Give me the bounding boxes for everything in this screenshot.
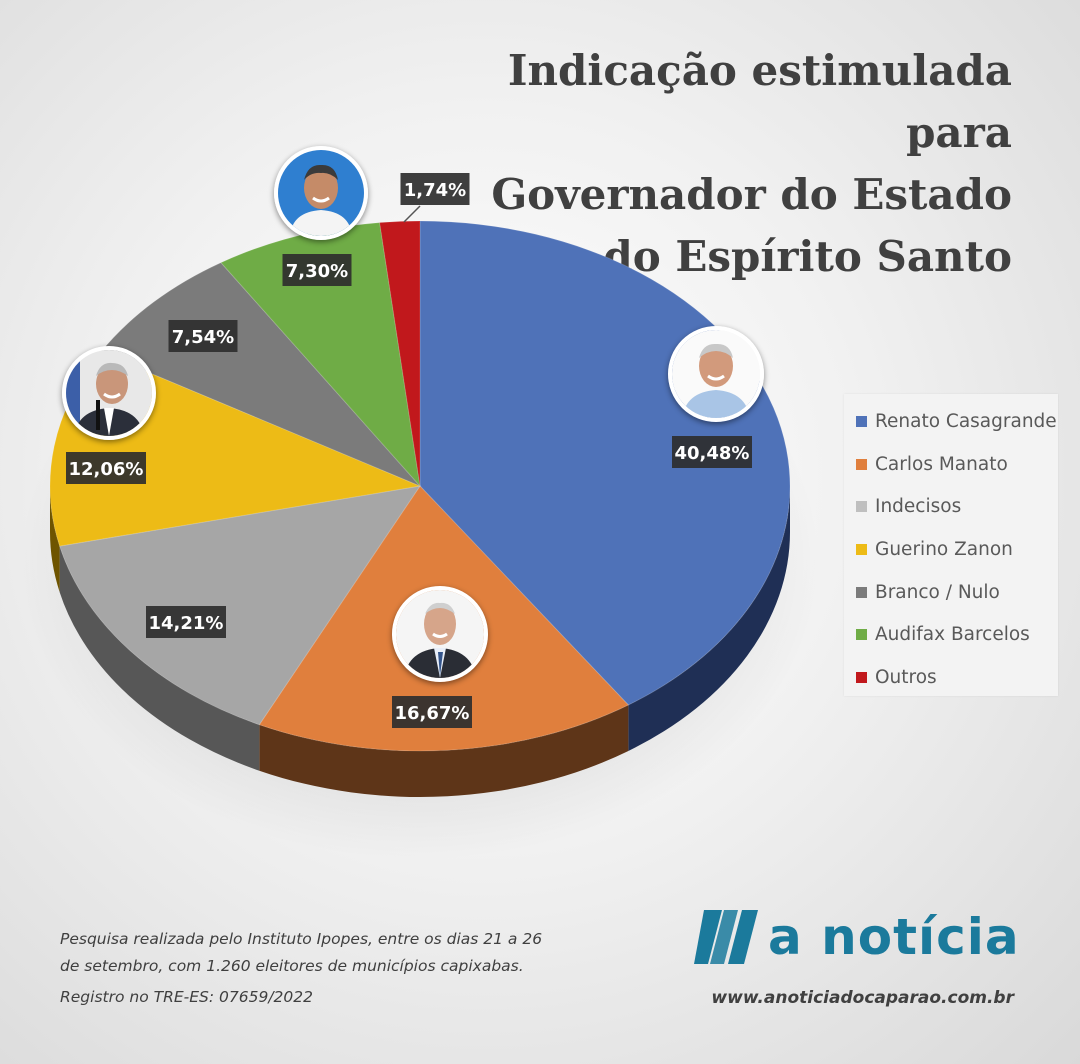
- data-label: 16,67%: [395, 703, 470, 724]
- legend-label: Indecisos: [875, 496, 962, 518]
- brand-name: a notícia: [768, 908, 1020, 966]
- legend-swatch: [856, 458, 867, 470]
- data-label: 7,54%: [172, 327, 234, 348]
- title-line: Governador do Estado: [491, 170, 1012, 219]
- legend-label: Renato Casagrande: [875, 410, 1057, 432]
- legend-item: Branco / Nulo: [844, 571, 1058, 614]
- avatar-audifax: [274, 146, 368, 240]
- portrait-icon: [278, 150, 364, 236]
- data-label-box: [168, 320, 238, 352]
- brand-n-icon: [694, 910, 758, 964]
- registration-text: Registro no TRE-ES: 07659/2022: [60, 988, 314, 1006]
- legend-swatch: [856, 586, 867, 598]
- data-label: 7,30%: [286, 261, 348, 282]
- survey-note: Pesquisa realizada pelo Instituto Ipopes…: [60, 926, 620, 980]
- data-label-box: [400, 173, 470, 205]
- avatar-guerino: [62, 346, 156, 440]
- legend-item: Audifax Barcelos: [844, 613, 1058, 656]
- pie-slice: [379, 220, 421, 487]
- portrait-icon: [66, 350, 152, 436]
- data-label: 1,74%: [404, 180, 466, 201]
- brand-logo: a notícia: [694, 908, 1020, 966]
- data-label-box: [66, 452, 146, 484]
- legend-swatch: [856, 629, 867, 641]
- legend-swatch: [856, 501, 867, 513]
- legend-item: Carlos Manato: [844, 443, 1058, 486]
- data-label-box: [392, 696, 472, 728]
- legend-label: Branco / Nulo: [875, 581, 1000, 603]
- pie-slice-side: [59, 546, 260, 771]
- legend-item: Guerino Zanon: [844, 528, 1058, 571]
- legend-label: Audifax Barcelos: [875, 624, 1030, 646]
- title-line: Indicação estimulada para: [507, 46, 1012, 157]
- brand-url: www.anoticiadocaparao.com.br: [711, 988, 1014, 1008]
- survey-note-line: de setembro, com 1.260 eleitores de muni…: [60, 957, 524, 975]
- leader-line: [403, 205, 421, 223]
- legend-label: Guerino Zanon: [875, 538, 1013, 560]
- legend-item: Indecisos: [844, 485, 1058, 528]
- portrait-icon: [396, 590, 484, 678]
- legend-item: Outros: [844, 656, 1058, 699]
- data-label: 40,48%: [675, 443, 750, 464]
- pie-slice: [58, 485, 422, 726]
- avatar-manato: [392, 586, 488, 682]
- portrait-icon: [672, 330, 760, 418]
- pie-slice-side: [628, 486, 790, 751]
- survey-note-line: Pesquisa realizada pelo Instituto Ipopes…: [60, 930, 543, 948]
- avatar-casagrande: [668, 326, 764, 422]
- chart-title: Indicação estimulada para Governador do …: [412, 40, 1012, 288]
- data-label-box: [282, 254, 352, 286]
- data-label-box: [146, 606, 226, 638]
- chart-legend: Renato Casagrande Carlos Manato Indeciso…: [844, 394, 1058, 696]
- legend-label: Carlos Manato: [875, 453, 1008, 475]
- legend-swatch: [856, 415, 867, 427]
- data-label-box: [672, 436, 752, 468]
- legend-item: Renato Casagrande: [844, 400, 1058, 443]
- legend-swatch: [856, 543, 867, 555]
- title-line: do Espírito Santo: [603, 232, 1012, 281]
- legend-label: Outros: [875, 666, 937, 688]
- pie-slice: [220, 222, 421, 488]
- data-label: 12,06%: [69, 459, 144, 480]
- legend-swatch: [856, 671, 867, 683]
- pie-slice-side: [50, 486, 60, 593]
- pie-slice-side: [259, 704, 629, 797]
- data-label: 14,21%: [149, 613, 224, 634]
